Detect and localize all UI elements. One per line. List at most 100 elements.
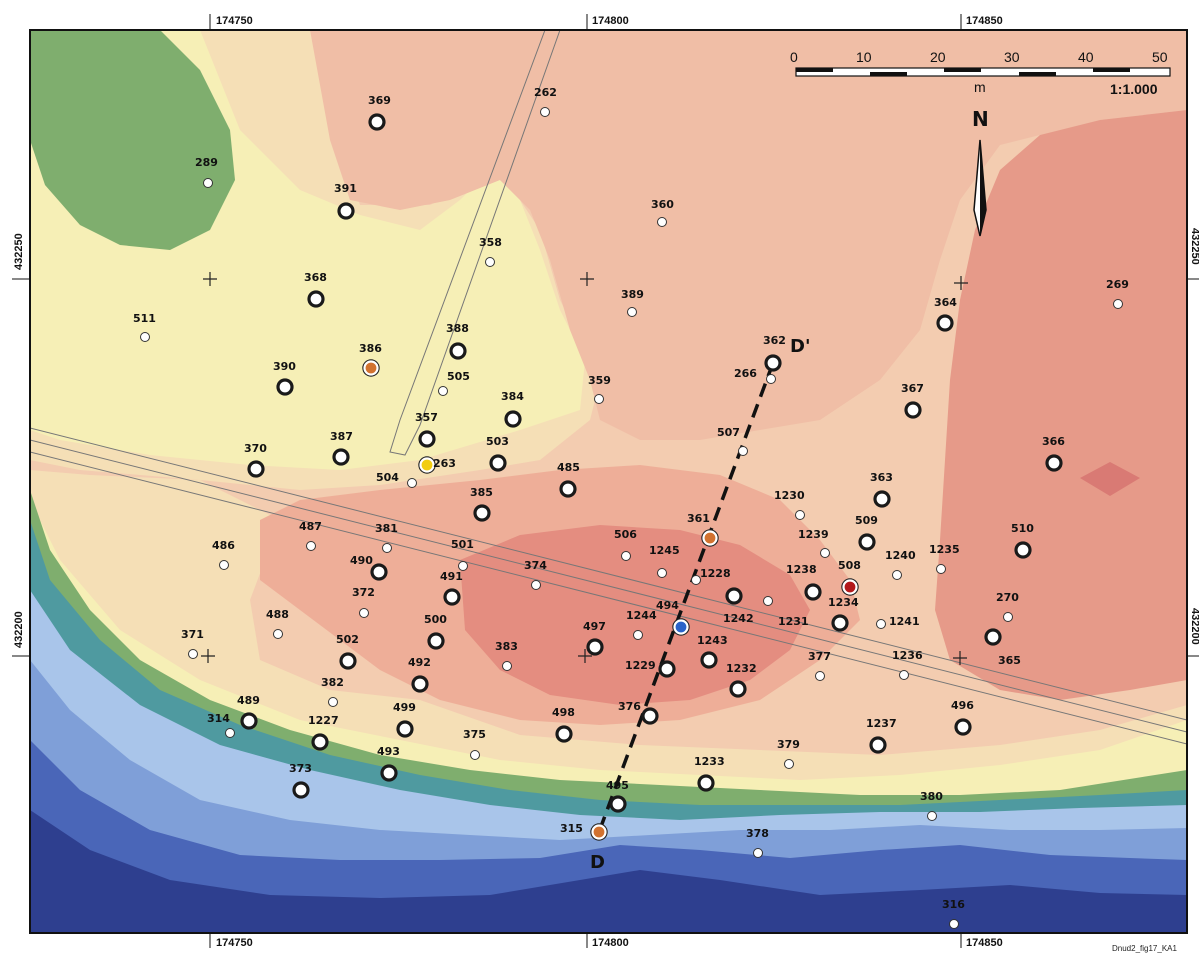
point-label-508: 508 xyxy=(838,559,861,572)
point-label-381: 381 xyxy=(375,522,398,535)
point-label-380: 380 xyxy=(920,790,943,803)
point-label-491: 491 xyxy=(440,570,463,583)
point-marker-1238 xyxy=(804,583,822,601)
point-marker-289 xyxy=(203,178,213,188)
point-marker-360 xyxy=(657,217,667,227)
point-marker-263 xyxy=(419,457,435,473)
point-marker-375 xyxy=(470,750,480,760)
point-label-1236: 1236 xyxy=(892,649,923,662)
point-label-488: 488 xyxy=(266,608,289,621)
point-label-1229: 1229 xyxy=(625,659,656,672)
point-marker-1241 xyxy=(876,619,886,629)
point-label-511: 511 xyxy=(133,312,156,325)
point-marker-507 xyxy=(738,446,748,456)
point-label-509: 509 xyxy=(855,514,878,527)
point-label-366: 366 xyxy=(1042,435,1065,448)
point-marker-371 xyxy=(188,649,198,659)
point-marker-316 xyxy=(949,919,959,929)
point-label-1232: 1232 xyxy=(726,662,757,675)
point-label-390: 390 xyxy=(273,360,296,373)
point-label-501: 501 xyxy=(451,538,474,551)
map-frame xyxy=(29,29,1188,934)
point-label-495: 495 xyxy=(606,779,629,792)
point-label-504: 504 xyxy=(376,471,399,484)
point-marker-365 xyxy=(984,628,1002,646)
point-marker-506 xyxy=(621,551,631,561)
scale-tick-0: 0 xyxy=(790,49,798,65)
point-label-358: 358 xyxy=(479,236,502,249)
x-coord-bottom-1: 174750 xyxy=(216,937,253,949)
point-label-506: 506 xyxy=(614,528,637,541)
point-label-498: 498 xyxy=(552,706,575,719)
x-coord-top-2: 174800 xyxy=(592,15,629,27)
x-coord-top-1: 174750 xyxy=(216,15,253,27)
point-label-1233: 1233 xyxy=(694,755,725,768)
point-marker-1236 xyxy=(899,670,909,680)
point-marker-270 xyxy=(1003,612,1013,622)
point-label-503: 503 xyxy=(486,435,509,448)
y-coord-right-1: 432250 xyxy=(1189,228,1199,265)
point-marker-386 xyxy=(363,360,379,376)
point-marker-1233 xyxy=(697,774,715,792)
point-marker-367 xyxy=(904,401,922,419)
point-marker-502 xyxy=(339,652,357,670)
scale-tick-50: 50 xyxy=(1152,49,1168,65)
north-arrow-icon: N xyxy=(972,107,989,237)
point-label-375: 375 xyxy=(463,728,486,741)
point-label-385: 385 xyxy=(470,486,493,499)
point-marker-266 xyxy=(766,374,776,384)
point-marker-384 xyxy=(504,410,522,428)
point-marker-1240 xyxy=(892,570,902,580)
point-label-379: 379 xyxy=(777,738,800,751)
point-marker-376 xyxy=(641,707,659,725)
point-label-1231: 1231 xyxy=(778,615,809,628)
point-label-384: 384 xyxy=(501,390,524,403)
y-coord-left-1: 432250 xyxy=(13,233,25,270)
point-marker-380 xyxy=(927,811,937,821)
point-label-510: 510 xyxy=(1011,522,1034,535)
point-marker-383 xyxy=(502,661,512,671)
point-label-1230: 1230 xyxy=(774,489,805,502)
point-marker-382 xyxy=(328,697,338,707)
point-marker-373 xyxy=(292,781,310,799)
point-label-489: 489 xyxy=(237,694,260,707)
scale-bar: 0 10 20 30 40 50 m 1:1.000 xyxy=(790,49,1171,97)
point-marker-497 xyxy=(586,638,604,656)
point-label-376: 376 xyxy=(618,700,641,713)
point-marker-494 xyxy=(673,619,689,635)
scale-unit: m xyxy=(974,79,986,95)
point-label-361: 361 xyxy=(687,512,710,525)
point-label-362: 362 xyxy=(763,334,786,347)
point-label-386: 386 xyxy=(359,342,382,355)
point-label-315: 315 xyxy=(560,822,583,835)
zone-red-core xyxy=(460,525,810,705)
point-label-263: 263 xyxy=(433,457,456,470)
point-label-388: 388 xyxy=(446,322,469,335)
point-marker-368 xyxy=(307,290,325,308)
point-marker-358 xyxy=(485,257,495,267)
point-marker-1230 xyxy=(795,510,805,520)
point-marker-314 xyxy=(225,728,235,738)
zone-red-east xyxy=(935,110,1187,700)
point-marker-385 xyxy=(473,504,491,522)
point-marker-488 xyxy=(273,629,283,639)
point-marker-378 xyxy=(753,848,763,858)
x-coord-bottom-3: 174850 xyxy=(966,937,1003,949)
point-marker-505 xyxy=(438,386,448,396)
point-label-367: 367 xyxy=(901,382,924,395)
point-label-270: 270 xyxy=(996,591,1019,604)
point-marker-362 xyxy=(764,354,782,372)
scale-tick-40: 40 xyxy=(1078,49,1094,65)
point-label-314: 314 xyxy=(207,712,230,725)
point-marker-492 xyxy=(411,675,429,693)
point-marker-510 xyxy=(1014,541,1032,559)
x-coord-bottom-2: 174800 xyxy=(592,937,629,949)
point-marker-498 xyxy=(555,725,573,743)
point-label-490: 490 xyxy=(350,554,373,567)
zone-red-east-diamond xyxy=(1080,462,1140,496)
point-marker-390 xyxy=(276,378,294,396)
point-marker-269 xyxy=(1113,299,1123,309)
point-label-360: 360 xyxy=(651,198,674,211)
point-marker-496 xyxy=(954,718,972,736)
